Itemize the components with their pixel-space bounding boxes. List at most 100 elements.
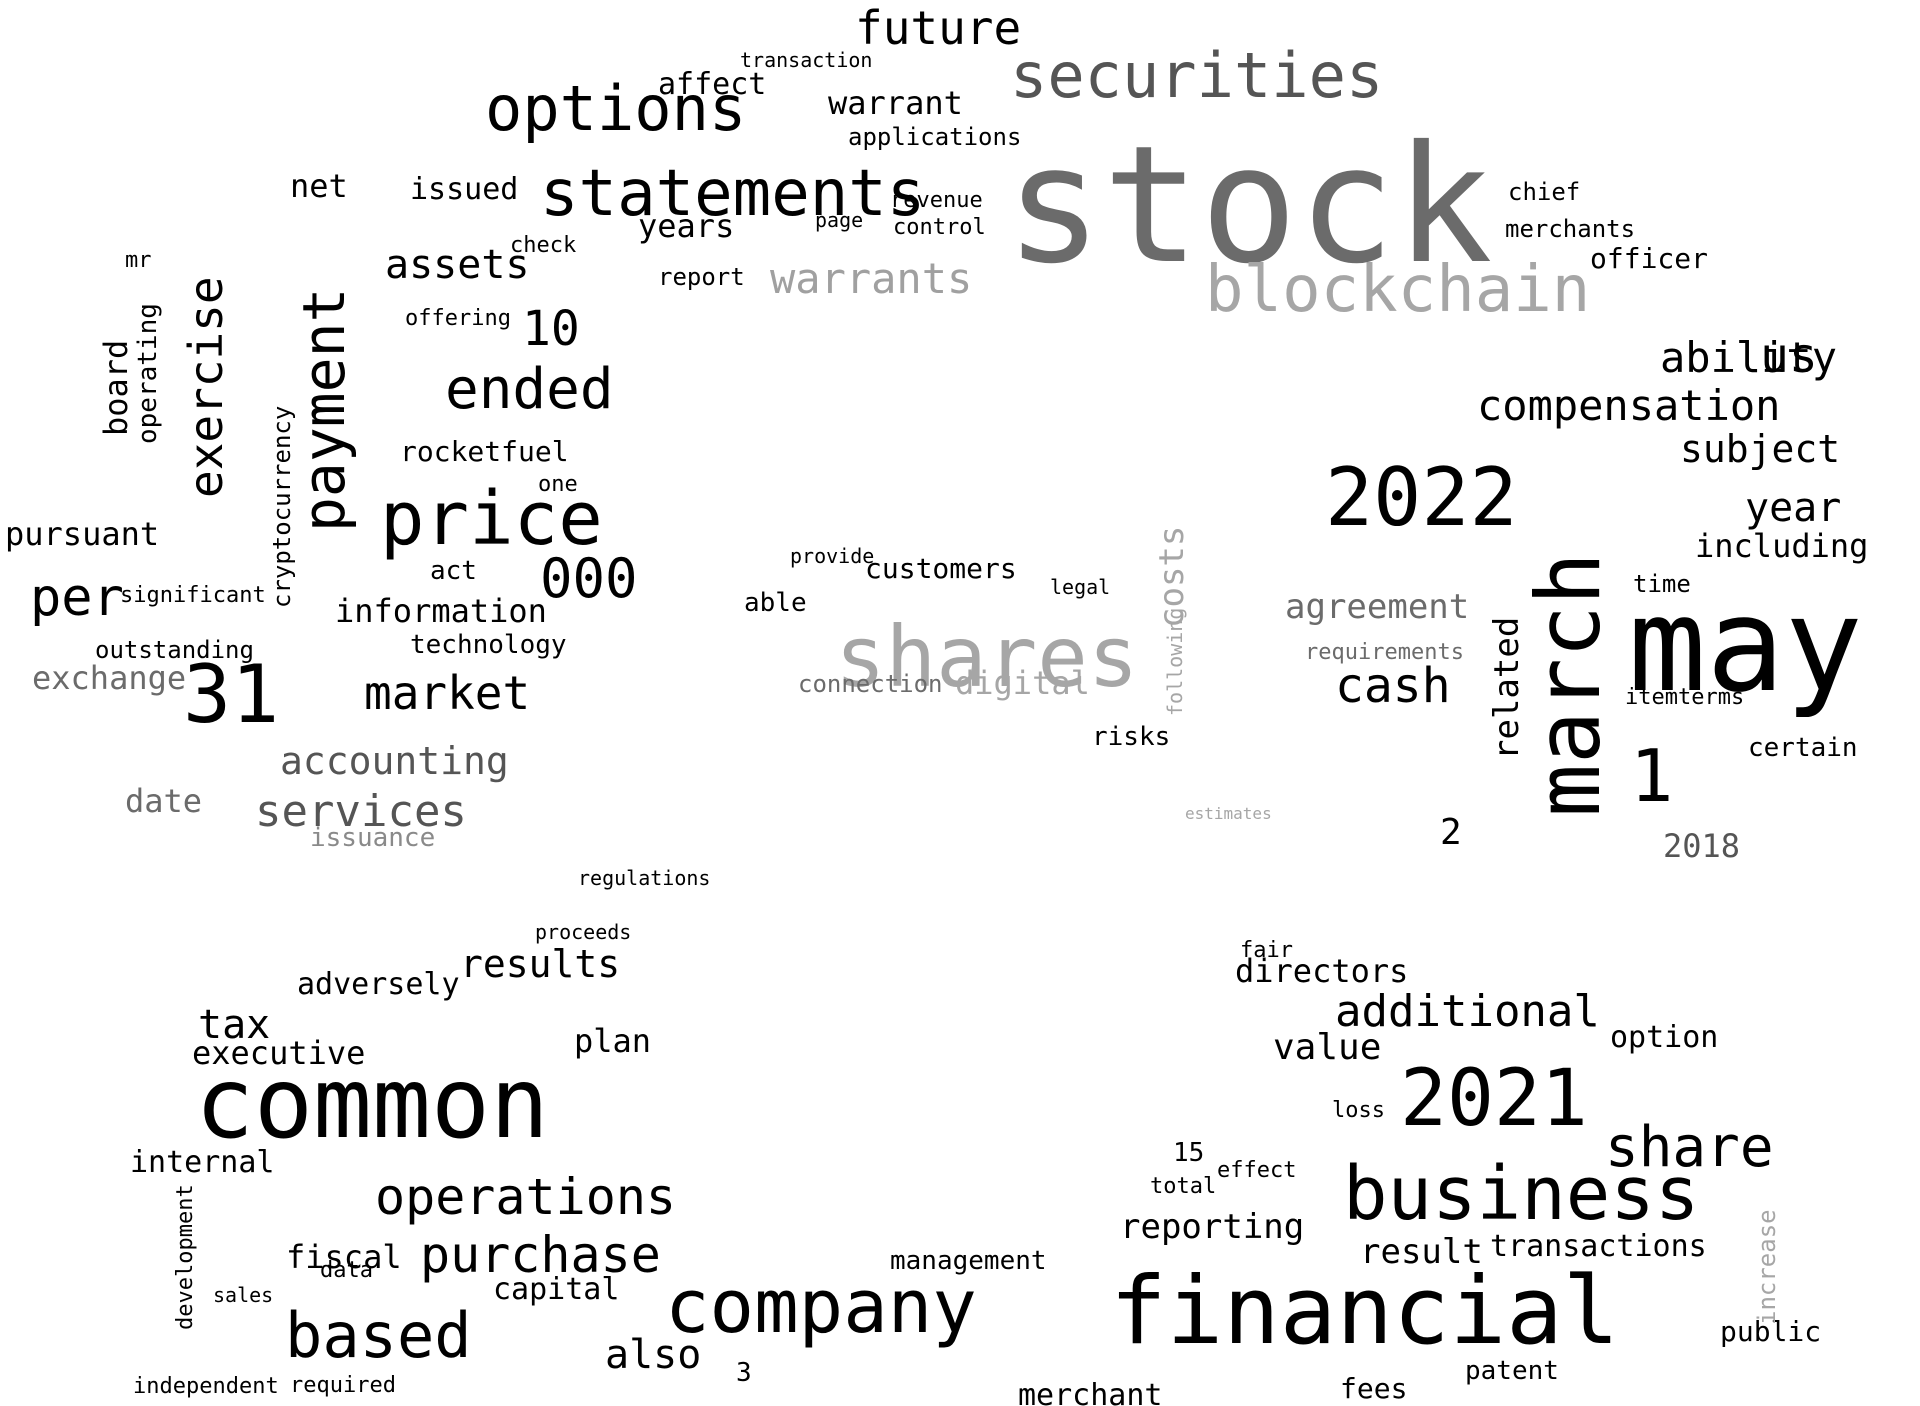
word-us: us — [1760, 328, 1818, 384]
word-connection: connection — [798, 670, 943, 698]
word-000: 000 — [540, 547, 638, 610]
word-required: required — [290, 1373, 396, 1398]
word-chief: chief — [1508, 178, 1581, 206]
word-estimates: estimates — [1185, 804, 1272, 823]
word-exercise: exercise — [179, 276, 233, 498]
word-executive: executive — [192, 1034, 366, 1072]
word-regulations: regulations — [578, 866, 711, 890]
word-data: data — [320, 1258, 373, 1283]
word-independent: independent — [133, 1374, 279, 1399]
word-fiscal: fiscal — [286, 1238, 402, 1276]
word-one: one — [538, 472, 578, 497]
word-related: related — [1487, 616, 1527, 760]
word-statements: statements — [540, 157, 926, 231]
word-transactions: transactions — [1490, 1229, 1707, 1264]
word-information: information — [335, 592, 547, 630]
word-2022: 2022 — [1325, 451, 1518, 544]
word-board: board — [97, 339, 135, 436]
word-requirements: requirements — [1305, 640, 1464, 665]
word-transaction: transaction — [740, 48, 873, 72]
word-compensation: compensation — [1477, 381, 1781, 430]
word-patent: patent — [1465, 1356, 1559, 1386]
word-market: market — [364, 666, 531, 720]
word-time: time — [1633, 570, 1691, 598]
word-warrant: warrant — [828, 84, 963, 122]
word-option: option — [1610, 1020, 1719, 1055]
word-options: options — [485, 72, 747, 145]
word-directors: directors — [1235, 952, 1409, 990]
word-digital: digital — [955, 664, 1090, 702]
word-ended: ended — [445, 357, 614, 422]
word-2018: 2018 — [1663, 827, 1741, 865]
word-operations: operations — [375, 1168, 677, 1226]
word-reporting: reporting — [1120, 1207, 1305, 1247]
word-fees: fees — [1340, 1372, 1408, 1405]
word-able: able — [744, 588, 807, 618]
word-effect: effect — [1217, 1158, 1297, 1183]
word-common: common — [195, 1047, 550, 1161]
word-1: 1 — [1630, 734, 1674, 818]
word-increase: increase — [1753, 1209, 1781, 1325]
word-subject: subject — [1680, 427, 1841, 471]
word-payment: payment — [290, 287, 358, 532]
word-management: management — [890, 1246, 1047, 1276]
word-company: company — [665, 1264, 977, 1350]
word-pursuant: pursuant — [5, 515, 160, 553]
word-itemterms: itemterms — [1625, 685, 1745, 710]
word-per: per — [30, 568, 124, 628]
word-provide: provide — [790, 544, 875, 568]
word-blockchain: blockchain — [1205, 253, 1591, 327]
word-value: value — [1273, 1027, 1382, 1068]
word-report: report — [658, 263, 745, 291]
word-2: 2 — [1440, 812, 1462, 853]
word-purchase: purchase — [420, 1226, 661, 1284]
word-share: share — [1605, 1115, 1774, 1180]
word-additional: additional — [1335, 986, 1600, 1037]
word-offering: offering — [405, 306, 511, 331]
word-stock: stock — [1005, 112, 1493, 300]
word-year: year — [1745, 485, 1842, 531]
word-customers: customers — [865, 552, 1017, 585]
word-assets: assets — [385, 242, 530, 288]
word-agreement: agreement — [1285, 587, 1470, 627]
word-issued: issued — [410, 172, 519, 207]
word-10: 10 — [522, 301, 580, 357]
word-capital: capital — [493, 1272, 620, 1307]
word-rocketfuel: rocketfuel — [400, 435, 569, 468]
word-fair: fair — [1240, 938, 1293, 963]
word-march: march — [1517, 552, 1620, 817]
word-15: 15 — [1173, 1138, 1205, 1168]
word-warrants: warrants — [770, 254, 973, 303]
word-may: may — [1628, 569, 1863, 721]
word-including: including — [1695, 527, 1869, 565]
word-affect: affect — [658, 67, 767, 102]
word-exchange: exchange — [32, 659, 187, 697]
word-internal: internal — [130, 1145, 275, 1180]
word-2021: 2021 — [1400, 1054, 1588, 1144]
word-price: price — [380, 476, 603, 562]
word-tax: tax — [198, 1002, 271, 1048]
word-financial: financial — [1110, 1257, 1620, 1366]
word-revenue: revenue — [890, 188, 983, 213]
word-significant: significant — [120, 583, 266, 608]
word-proceeds: proceeds — [535, 920, 632, 944]
word-cryptocurrency: cryptocurrency — [268, 405, 296, 608]
word-public: public — [1720, 1315, 1822, 1348]
word-results: results — [460, 942, 621, 986]
word-check: check — [510, 233, 577, 258]
word-act: act — [430, 556, 477, 586]
word-future: future — [855, 1, 1022, 55]
word-years: years — [638, 207, 735, 245]
word-following: following — [1163, 607, 1187, 716]
word-outstanding: outstanding — [95, 636, 254, 664]
word-mr: mr — [125, 248, 152, 273]
word-ability: ability — [1660, 333, 1838, 382]
word-total: total — [1150, 1174, 1217, 1199]
word-3: 3 — [736, 1358, 752, 1388]
word-date: date — [125, 782, 203, 820]
word-also: also — [605, 1332, 702, 1378]
word-merchants: merchants — [1505, 215, 1636, 243]
word-technology: technology — [410, 630, 567, 660]
word-accounting: accounting — [280, 739, 509, 783]
